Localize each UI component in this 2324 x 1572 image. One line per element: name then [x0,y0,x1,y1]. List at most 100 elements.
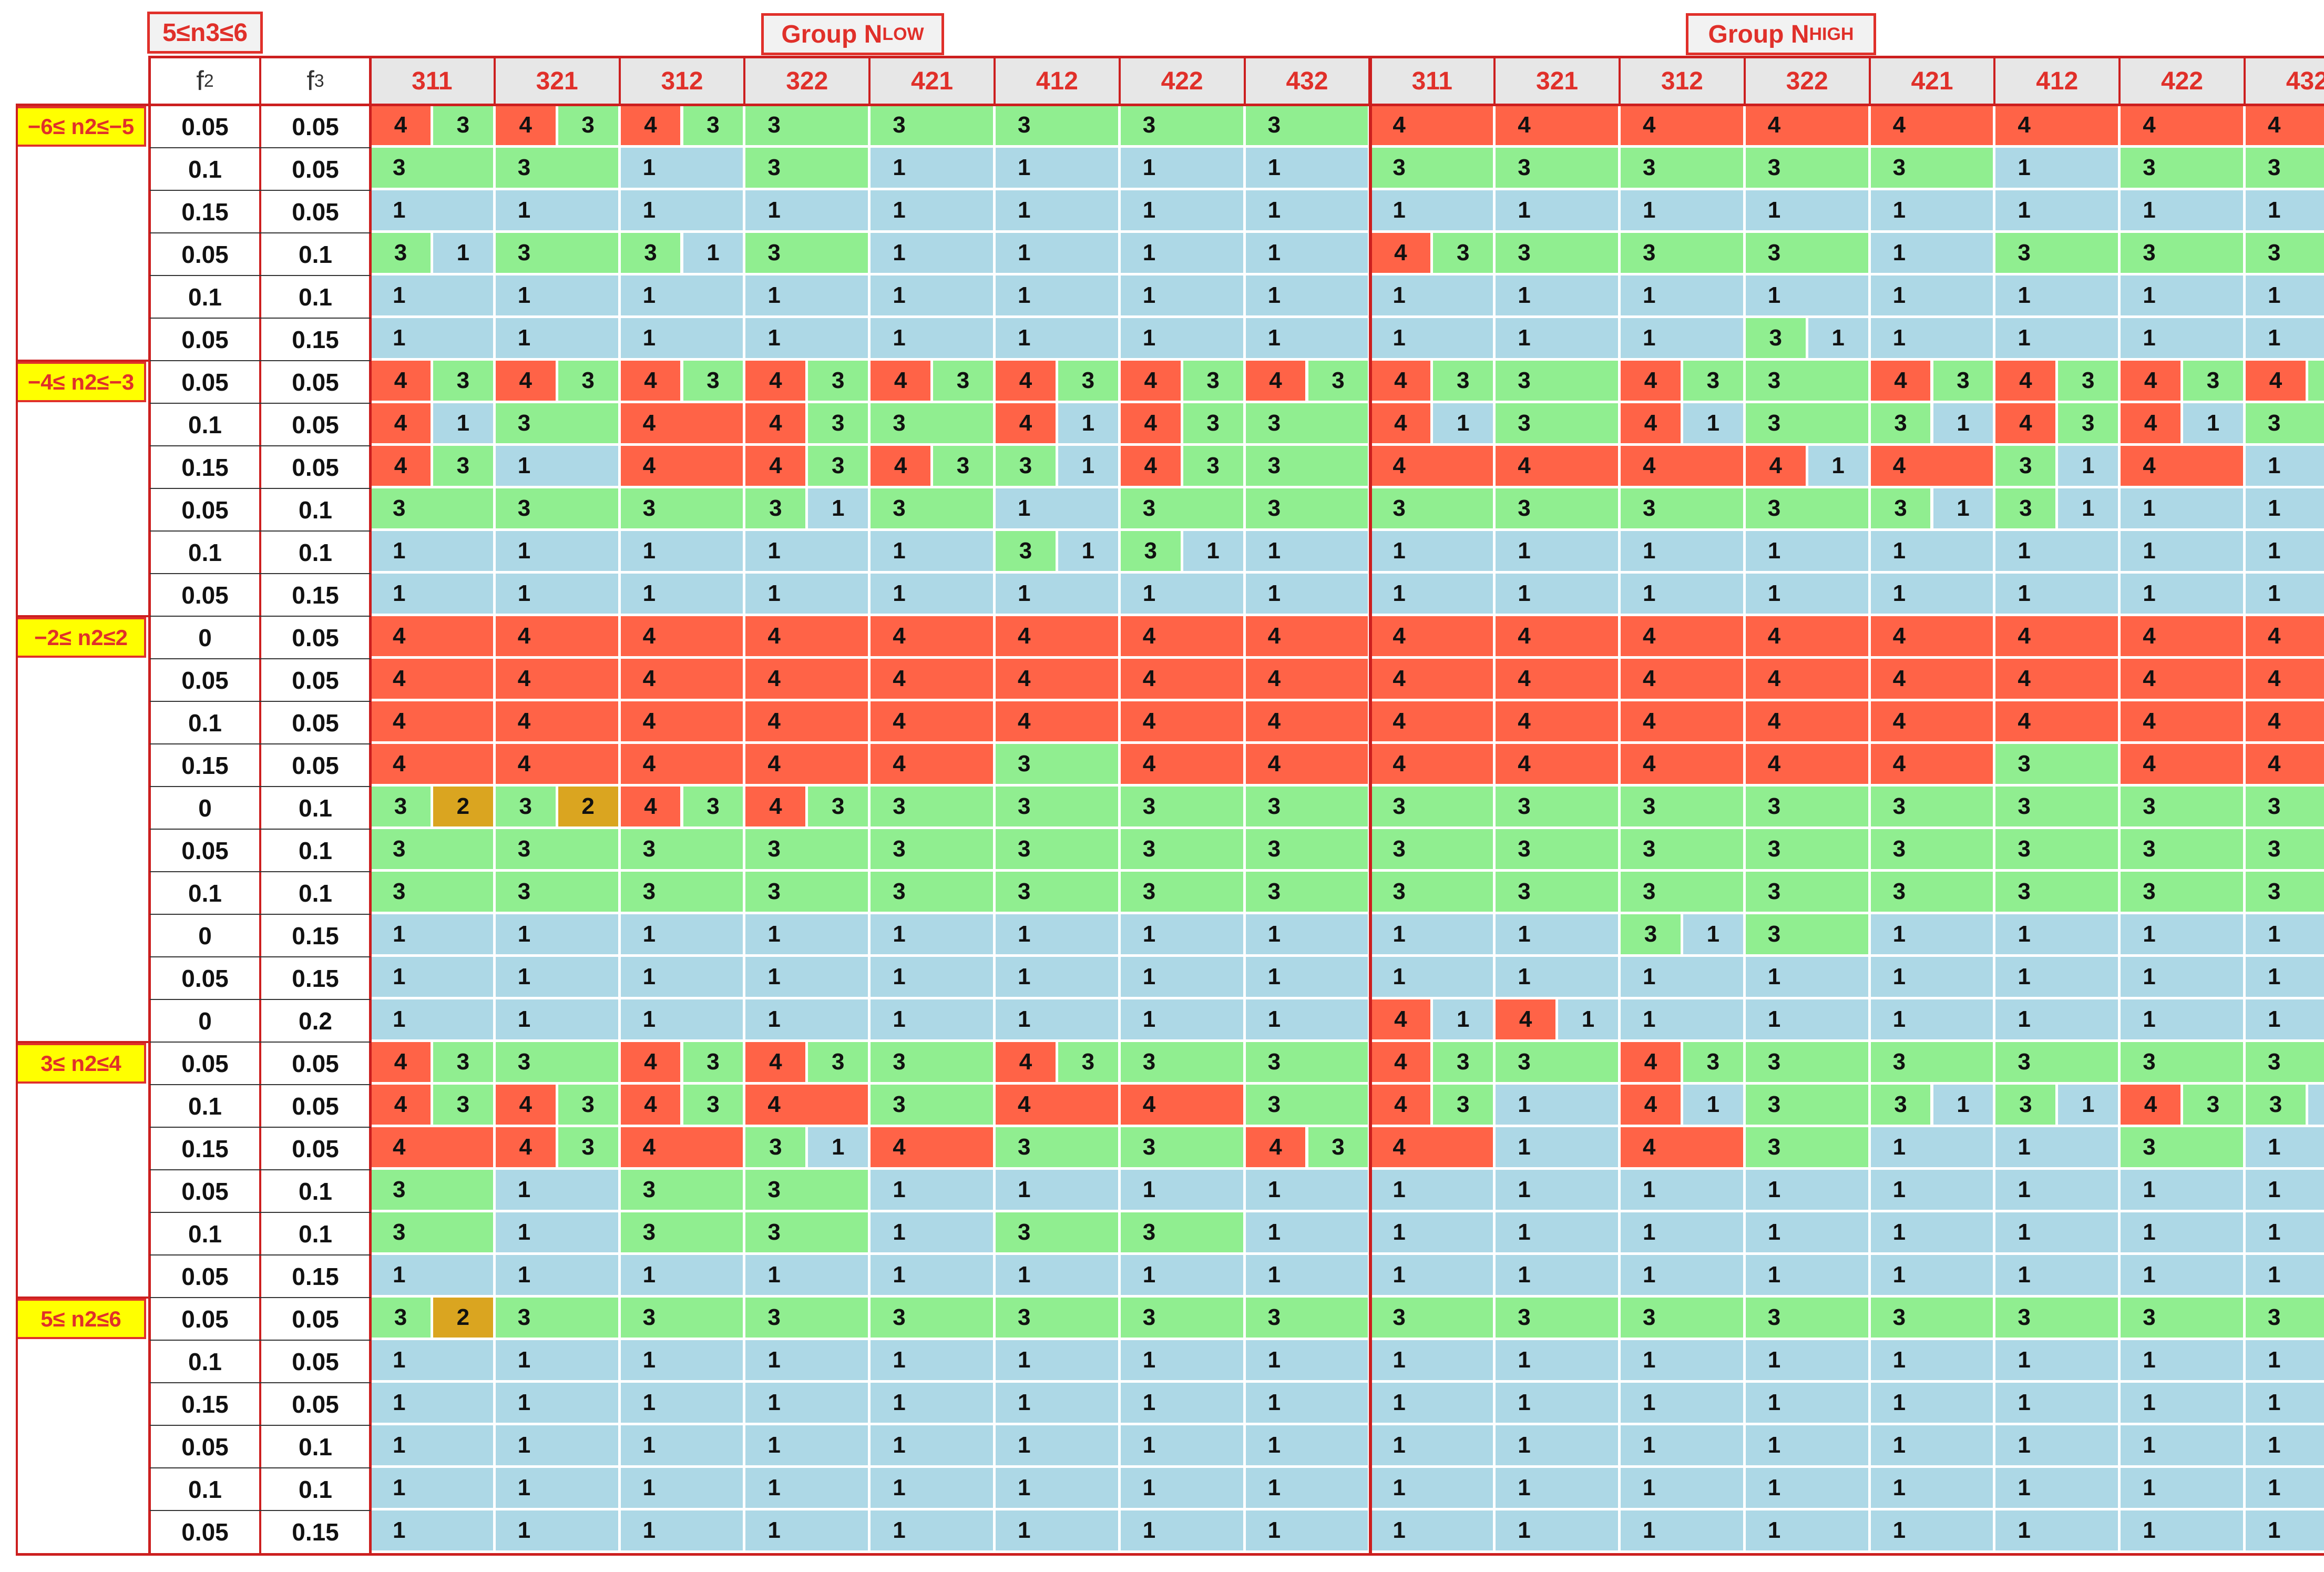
f2-value: 0.1 [150,148,260,190]
result-cell: 1 [2058,1085,2121,1127]
result-cell: 1 [620,1510,746,1553]
result-cell: 1 [1745,1340,1871,1383]
result-cell: 3 [2246,829,2324,872]
result-cell: 1 [683,233,746,275]
result-cell: 1 [1808,318,1871,361]
f2-value: 0.05 [150,1298,260,1340]
result-cell: 4 [1370,999,1434,1042]
row-separator-line [150,1212,371,1213]
result-cell: 4 [1370,659,1496,701]
column-header-high-312: 312 [1621,58,1746,104]
row-separator-line [150,999,371,1000]
result-cell: 1 [1245,999,1371,1042]
f2-left-line [148,56,151,1556]
result-cell: 3 [996,787,1121,829]
result-cell: 3 [1433,1085,1496,1127]
result-cell: 3 [1870,148,1996,190]
result-cell: 3 [2246,403,2324,446]
result-cell: 1 [433,403,496,446]
result-cell: 1 [2246,914,2324,957]
result-cell: 3 [2121,233,2246,275]
result-cell: 3 [871,787,996,829]
result-cell: 4 [1621,446,1746,488]
row-separator-line [150,829,371,830]
result-cell: 1 [1120,148,1246,190]
result-cell: 1 [2246,957,2324,999]
result-cell: 1 [2121,574,2246,616]
result-cell: 1 [620,1468,746,1510]
result-cell: 3 [871,1085,996,1127]
result-cell: 3 [933,361,996,403]
f2-value: 0.1 [150,1340,260,1383]
result-cell: 4 [1870,446,1996,488]
result-cell: 3 [1120,1212,1246,1255]
result-cell: 1 [1995,1340,2121,1383]
result-cell: 3 [1120,105,1246,148]
result-cell: 3 [745,233,871,275]
result-cell: 4 [871,446,934,488]
result-cell: 1 [371,275,496,318]
result-cell: 3 [1183,361,1246,403]
row-separator-line [150,1254,371,1255]
row-separator-line [150,1467,371,1468]
result-cell: 4 [495,361,558,403]
row-separator-line [150,275,371,276]
result-cell: 3 [2246,1042,2324,1085]
result-cell: 3 [1370,829,1496,872]
result-cell: 1 [871,1468,996,1510]
result-cell: 4 [1245,616,1371,659]
column-header-low-422: 422 [1120,58,1246,104]
result-cell: 3 [371,872,496,914]
result-cell: 4 [371,1042,433,1085]
result-cell: 1 [1995,1212,2121,1255]
result-cell: 3 [1745,1085,1871,1127]
result-cell: 3 [1995,829,2121,872]
result-cell: 3 [371,787,433,829]
f3-value: 0.15 [260,1510,371,1553]
result-cell: 1 [2121,914,2246,957]
column-header-low-312: 312 [620,58,746,104]
result-cell: 4 [871,616,996,659]
row-separator-line [150,914,371,915]
result-cell: 4 [996,701,1121,744]
result-cell: 3 [495,1042,621,1085]
result-cell: 3 [1183,446,1246,488]
result-cell: 1 [1621,574,1746,616]
result-cell: 1 [2183,403,2246,446]
result-cell: 1 [620,1340,746,1383]
result-cell: 3 [1870,1042,1996,1085]
result-cell: 1 [1245,574,1371,616]
result-cell: 1 [1808,446,1871,488]
result-cell: 4 [620,744,746,787]
result-cell: 1 [620,574,746,616]
result-cell: 1 [1433,999,1496,1042]
result-cell: 1 [1496,318,1621,361]
f2-value: 0.15 [150,744,260,787]
result-cell: 1 [1245,233,1371,275]
result-cell: 3 [1995,233,2121,275]
result-cell: 3 [1370,1298,1496,1340]
result-cell: 1 [1245,318,1371,361]
result-cell: 3 [1745,914,1871,957]
result-cell: 4 [1870,701,1996,744]
result-cell: 3 [1120,1042,1246,1085]
result-cell: 3 [1120,872,1246,914]
result-cell: 3 [1995,787,2121,829]
result-cell: 1 [1870,1383,1996,1425]
column-header-high-422: 422 [2121,58,2246,104]
result-cell: 1 [1120,1383,1246,1425]
result-cell: 1 [1745,190,1871,233]
result-cell: 1 [1621,1510,1746,1553]
result-cell: 1 [1245,1170,1371,1212]
result-cell: 4 [2121,1085,2184,1127]
column-header-low-321: 321 [495,58,621,104]
result-cell: 1 [2246,1127,2324,1170]
row-separator-line [150,318,371,319]
result-cell: 2 [558,787,621,829]
result-cell: 3 [1683,361,1746,403]
result-cell: 1 [495,318,621,361]
result-cell: 1 [1496,1212,1621,1255]
result-cell: 1 [2121,1212,2246,1255]
f2-value: 0 [150,616,260,659]
result-cell: 1 [996,1340,1121,1383]
